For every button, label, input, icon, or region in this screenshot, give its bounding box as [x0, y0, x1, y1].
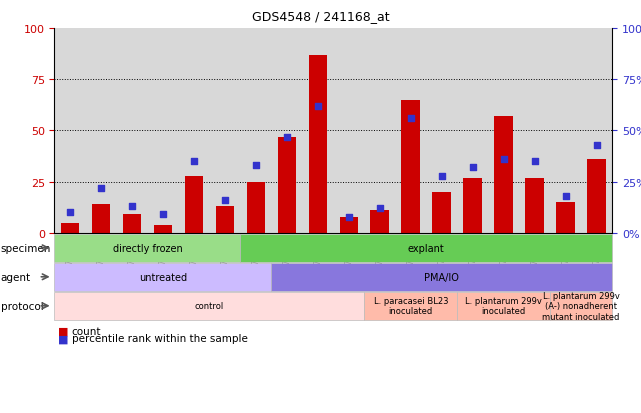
Bar — [581, 29, 612, 233]
Bar — [308, 55, 327, 233]
Point — [437, 173, 447, 179]
Point — [375, 206, 385, 212]
Text: GDS4548 / 241168_at: GDS4548 / 241168_at — [252, 10, 389, 23]
Bar — [556, 203, 575, 233]
Bar — [54, 29, 85, 233]
Point — [189, 159, 199, 165]
Bar — [426, 29, 457, 233]
Bar — [340, 217, 358, 233]
Bar — [550, 29, 581, 233]
Bar — [154, 225, 172, 233]
Point — [127, 204, 137, 210]
Text: L. plantarum 299v
(A-) nonadherent
mutant inoculated: L. plantarum 299v (A-) nonadherent mutan… — [542, 291, 620, 321]
Point — [158, 211, 168, 218]
Text: protocol: protocol — [1, 301, 44, 311]
Bar — [303, 29, 333, 233]
Point — [529, 159, 540, 165]
Bar — [247, 182, 265, 233]
Bar — [433, 192, 451, 233]
Bar — [488, 29, 519, 233]
Bar — [587, 160, 606, 233]
Text: L. paracasei BL23
inoculated: L. paracasei BL23 inoculated — [374, 297, 448, 316]
Text: agent: agent — [1, 272, 31, 282]
Text: ■: ■ — [58, 334, 68, 344]
Bar — [526, 178, 544, 233]
Text: specimen: specimen — [1, 243, 51, 253]
Bar — [401, 100, 420, 233]
Text: directly frozen: directly frozen — [113, 243, 182, 253]
Bar — [215, 207, 234, 233]
Bar — [85, 29, 117, 233]
Text: ■: ■ — [58, 326, 68, 336]
Bar — [122, 215, 141, 233]
Bar — [463, 178, 482, 233]
Bar — [457, 29, 488, 233]
Bar — [178, 29, 210, 233]
Bar — [147, 29, 178, 233]
Text: count: count — [72, 326, 101, 336]
Point — [592, 142, 602, 149]
Bar — [333, 29, 364, 233]
Bar — [395, 29, 426, 233]
Point — [96, 185, 106, 192]
Bar — [240, 29, 271, 233]
Point — [406, 116, 416, 122]
Point — [282, 134, 292, 140]
Point — [468, 165, 478, 171]
Bar — [278, 137, 296, 233]
Point — [561, 193, 571, 200]
Text: L. plantarum 299v
inoculated: L. plantarum 299v inoculated — [465, 297, 542, 316]
Bar — [271, 29, 303, 233]
Text: control: control — [195, 301, 224, 311]
Bar — [494, 117, 513, 233]
Bar — [519, 29, 550, 233]
Text: PMA/IO: PMA/IO — [424, 272, 459, 282]
Point — [313, 103, 323, 110]
Point — [499, 157, 509, 163]
Point — [251, 163, 261, 169]
Bar — [92, 205, 110, 233]
Point — [344, 214, 354, 220]
Point — [65, 210, 75, 216]
Bar — [364, 29, 395, 233]
Point — [220, 197, 230, 204]
Bar — [370, 211, 389, 233]
Text: untreated: untreated — [139, 272, 187, 282]
Bar — [117, 29, 147, 233]
Text: percentile rank within the sample: percentile rank within the sample — [72, 334, 247, 344]
Text: explant: explant — [408, 243, 445, 253]
Bar — [61, 223, 79, 233]
Bar — [210, 29, 240, 233]
Bar — [185, 176, 203, 233]
